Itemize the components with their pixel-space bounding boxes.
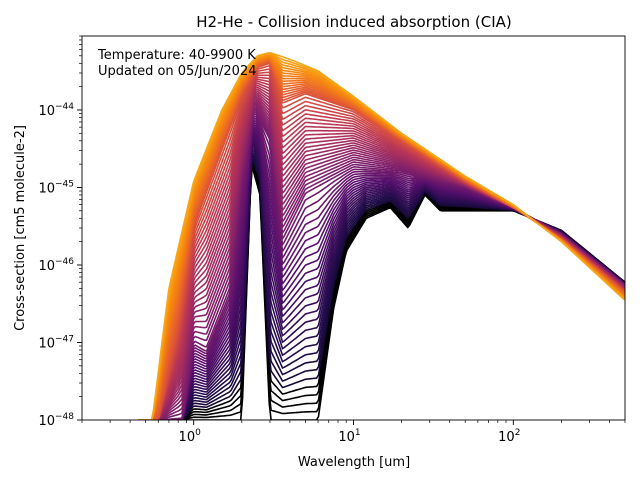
y-tick-label: 10−44: [38, 102, 74, 119]
chart-title: H2-He - Collision induced absorption (CI…: [196, 13, 512, 31]
curves-group: [138, 51, 625, 420]
x-tick-label: 102: [498, 428, 520, 445]
x-tick-label: 101: [338, 428, 360, 445]
x-axis-label: Wavelength [um]: [298, 455, 410, 470]
x-tick-label: 100: [179, 428, 202, 445]
annotation-updated: Updated on 05/Jun/2024: [98, 64, 257, 79]
y-tick-label: 10−45: [38, 179, 74, 196]
y-axis: 10−48 10−47 10−46 10−45 10−44: [38, 35, 82, 429]
x-axis: 100 101 102: [81, 420, 626, 445]
annotation-temperature: Temperature: 40-9900 K: [97, 48, 256, 63]
y-tick-label: 10−46: [38, 257, 74, 274]
series-line-69: [138, 51, 625, 420]
y-tick-label: 10−48: [38, 412, 74, 429]
y-tick-label: 10−47: [38, 334, 74, 351]
y-axis-label: Cross-section [cm5 molecule-2]: [13, 125, 28, 331]
